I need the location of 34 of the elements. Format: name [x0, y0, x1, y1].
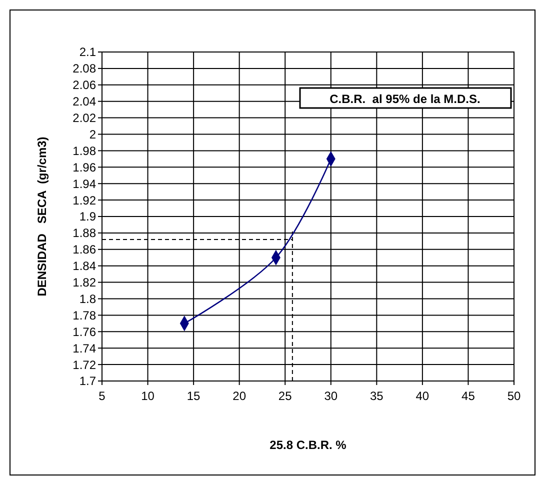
- y-tick-label: 2.08: [72, 62, 96, 76]
- y-tick-label: 1.86: [72, 242, 96, 257]
- y-tick-label: 1.88: [72, 226, 96, 240]
- y-tick-label: 1.7: [79, 374, 96, 388]
- x-axis-title: 25.8 C.B.R. %: [270, 438, 347, 452]
- x-tick-label: 25: [278, 389, 292, 403]
- y-tick-label: 2.06: [72, 78, 96, 92]
- x-tick-label: 45: [462, 389, 476, 403]
- y-tick-label: 1.84: [72, 259, 96, 274]
- x-tick-label: 10: [141, 389, 155, 403]
- y-tick-label: 1.78: [72, 308, 96, 322]
- x-tick-label: 30: [324, 389, 338, 403]
- y-tick-label: 2.04: [72, 94, 96, 109]
- annotation: C.B.R. al 95% de la M.D.S.: [330, 92, 480, 106]
- y-tick-label: 1.96: [72, 160, 96, 174]
- y-tick-label: 2: [89, 127, 96, 142]
- y-tick-label: 1.76: [72, 324, 96, 339]
- y-tick-label: 1.8: [79, 292, 96, 306]
- x-tick-label: 40: [416, 389, 430, 403]
- y-tick-label: 1.72: [72, 358, 96, 372]
- y-tick-label: 2.1: [79, 45, 96, 60]
- y-axis-title: DENSIDAD SECA (gr/cm3): [35, 136, 49, 296]
- x-tick-label: 35: [370, 389, 384, 403]
- x-tick-label: 15: [186, 389, 201, 403]
- x-tick-label: 20: [232, 389, 246, 403]
- y-tick-label: 1.74: [72, 341, 96, 356]
- y-tick-label: 1.9: [79, 210, 96, 224]
- x-tick-label: 50: [507, 389, 521, 403]
- y-tick-label: 1.92: [72, 193, 96, 208]
- y-tick-label: 2.02: [72, 111, 96, 125]
- y-tick-label: 1.94: [72, 176, 96, 191]
- x-tick-label: 5: [98, 389, 106, 403]
- y-tick-label: 1.82: [72, 276, 96, 290]
- y-tick-label: 1.98: [72, 144, 96, 158]
